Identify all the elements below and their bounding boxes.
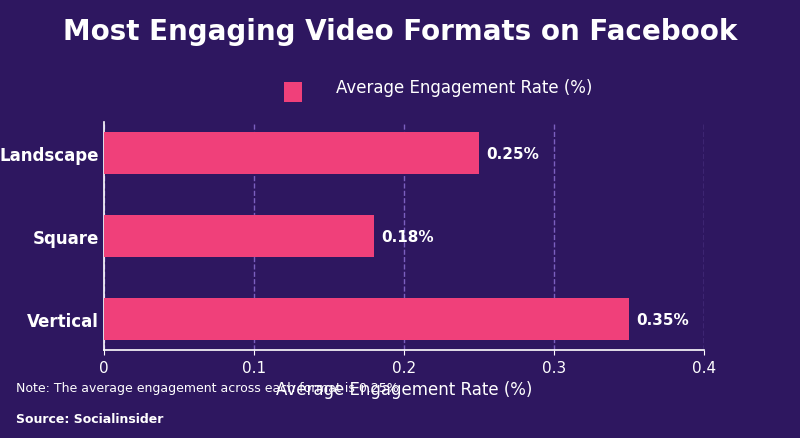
Text: 0.25%: 0.25% <box>486 146 539 161</box>
Text: Note: The average engagement across each format is 0.25%: Note: The average engagement across each… <box>16 381 398 394</box>
X-axis label: Average Engagement Rate (%): Average Engagement Rate (%) <box>276 381 532 399</box>
Text: Source: Socialinsider: Source: Socialinsider <box>16 412 163 425</box>
Text: 0.35%: 0.35% <box>637 312 690 327</box>
Bar <box>104 133 479 174</box>
Text: Average Engagement Rate (%): Average Engagement Rate (%) <box>336 78 592 97</box>
Bar <box>104 216 374 257</box>
Text: 0.18%: 0.18% <box>382 229 434 244</box>
Text: Most Engaging Video Formats on Facebook: Most Engaging Video Formats on Facebook <box>63 18 737 46</box>
Bar <box>104 299 629 340</box>
